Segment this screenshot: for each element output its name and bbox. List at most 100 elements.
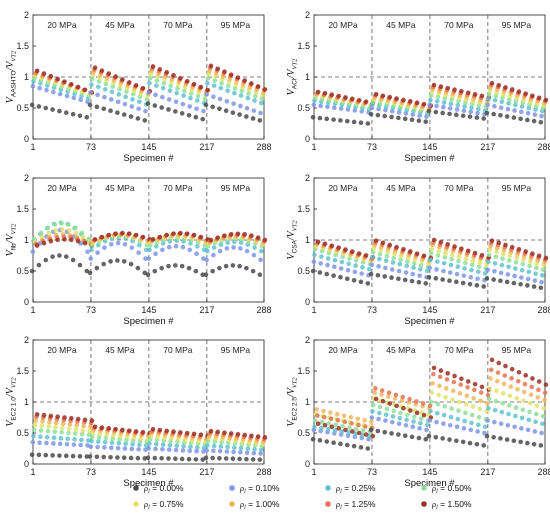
data-point-2: [115, 445, 121, 451]
data-point-8: [228, 231, 234, 237]
data-point-3: [486, 259, 491, 265]
data-point-1: [467, 281, 473, 287]
data-point-8: [363, 432, 369, 437]
x-tick-label: 288: [256, 467, 271, 477]
data-point-2: [369, 415, 375, 420]
group-label: 45 MPa: [386, 183, 416, 193]
data-point-3: [143, 247, 149, 253]
data-point-2: [525, 276, 531, 282]
data-point-3: [259, 447, 264, 453]
data-point-1: [310, 115, 316, 120]
data-point-8: [445, 85, 451, 91]
data-point-3: [370, 255, 375, 260]
data-point-2: [332, 105, 337, 110]
data-point-5: [514, 395, 520, 401]
legend-label: ρl = 0.10%: [239, 483, 280, 495]
data-point-1: [433, 276, 439, 281]
y-tick-label: 0: [305, 134, 310, 144]
x-tick-label: 1: [311, 305, 316, 315]
x-tick-label: 73: [86, 467, 96, 477]
data-point-3: [476, 422, 481, 428]
data-point-6: [321, 408, 326, 414]
data-point-3: [72, 437, 77, 442]
x-axis-label: Specimen #: [123, 153, 174, 164]
data-point-2: [30, 440, 36, 445]
group-label: 45 MPa: [105, 20, 135, 30]
data-point-8: [41, 240, 47, 246]
data-point-8: [322, 241, 328, 247]
data-point-1: [257, 118, 263, 123]
data-point-1: [454, 112, 459, 118]
data-point-8: [41, 412, 47, 418]
x-tick-label: 73: [86, 305, 96, 315]
data-point-2: [180, 244, 186, 250]
data-point-8: [373, 92, 379, 97]
data-point-2: [224, 99, 230, 104]
data-point-8: [489, 357, 495, 363]
data-point-5: [429, 247, 435, 252]
data-point-2: [498, 105, 504, 110]
data-point-8: [445, 371, 451, 376]
data-point-3: [252, 245, 257, 250]
data-point-2: [352, 108, 358, 113]
data-point-3: [232, 90, 237, 96]
data-point-4: [493, 93, 499, 99]
data-point-3: [51, 435, 57, 441]
data-point-3: [245, 242, 251, 247]
data-point-3: [526, 269, 532, 275]
data-point-1: [200, 116, 206, 122]
data-point-2: [88, 256, 94, 261]
data-point-1: [484, 110, 490, 116]
data-point-1: [70, 257, 76, 263]
data-point-1: [338, 441, 343, 447]
data-point-8: [523, 373, 528, 378]
x-tick-label: 217: [199, 305, 214, 315]
data-point-1: [173, 109, 178, 114]
data-point-1: [531, 118, 537, 124]
data-point-8: [41, 71, 47, 76]
data-point-4: [486, 396, 492, 402]
data-point-4: [435, 253, 441, 258]
x-tick-label: 217: [480, 467, 495, 477]
data-point-3: [153, 441, 159, 447]
data-point-4: [226, 83, 231, 89]
data-point-3: [102, 87, 108, 92]
data-point-2: [389, 419, 395, 425]
data-point-2: [129, 245, 135, 250]
data-point-2: [30, 84, 36, 89]
data-point-3: [418, 267, 423, 272]
data-point-8: [503, 363, 508, 369]
data-point-4: [96, 79, 102, 84]
data-point-2: [441, 268, 446, 274]
x-tick-label: 1: [30, 467, 35, 477]
data-point-2: [318, 261, 323, 266]
data-point-8: [150, 64, 156, 69]
y-tick-label: 2: [305, 335, 310, 345]
data-point-1: [368, 427, 374, 433]
data-point-1: [50, 254, 55, 259]
data-point-1: [351, 278, 357, 283]
group-label: 20 MPa: [47, 345, 77, 355]
data-point-4: [154, 78, 160, 84]
data-point-8: [370, 433, 376, 439]
data-point-3: [428, 409, 433, 414]
data-point-8: [414, 410, 420, 416]
data-point-4: [442, 255, 448, 260]
data-point-3: [116, 440, 122, 446]
data-point-1: [481, 443, 487, 448]
data-point-1: [518, 439, 523, 445]
data-point-3: [147, 247, 152, 253]
y-tick-label: 1.5: [297, 204, 310, 214]
data-point-2: [447, 422, 453, 428]
data-point-2: [389, 267, 395, 272]
data-point-8: [178, 230, 183, 236]
data-point-8: [459, 246, 464, 251]
data-point-8: [380, 93, 386, 99]
data-point-8: [48, 73, 54, 79]
data-point-8: [242, 432, 247, 438]
data-point-1: [230, 110, 236, 115]
data-point-8: [489, 238, 495, 243]
data-point-8: [322, 422, 328, 428]
y-axis-label: VAASHTO/VVT2: [5, 50, 18, 103]
data-point-2: [204, 257, 209, 263]
